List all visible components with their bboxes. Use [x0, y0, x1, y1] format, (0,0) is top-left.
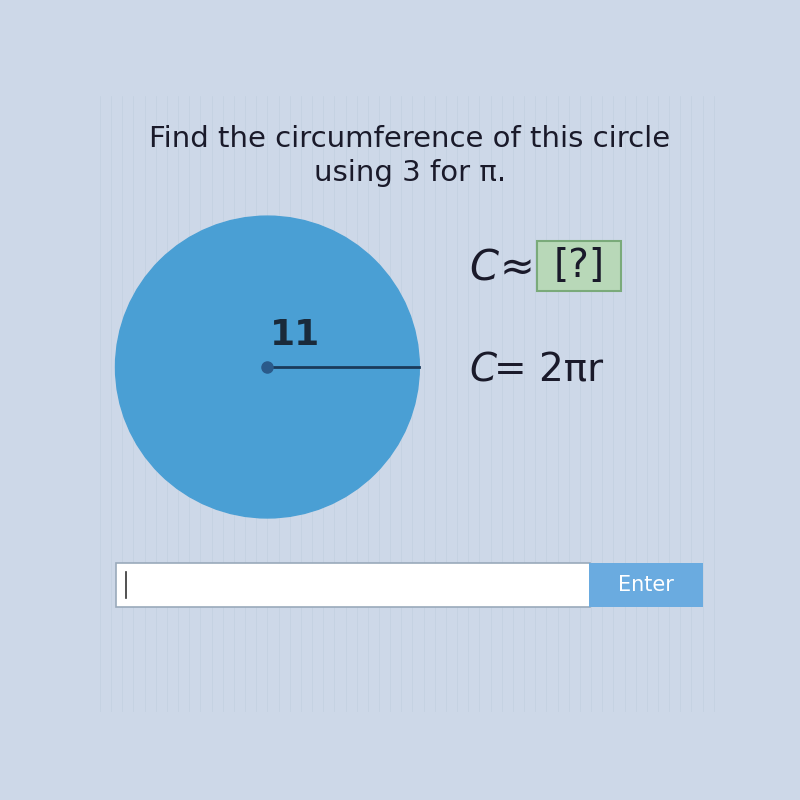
Text: ≈: ≈ [500, 247, 534, 290]
Text: C: C [469, 351, 496, 389]
Text: Enter: Enter [618, 575, 674, 595]
Text: Find the circumference of this circle: Find the circumference of this circle [150, 125, 670, 153]
Text: 11: 11 [270, 318, 321, 352]
FancyBboxPatch shape [589, 563, 703, 607]
Text: using 3 for π.: using 3 for π. [314, 159, 506, 187]
FancyBboxPatch shape [537, 241, 621, 291]
FancyBboxPatch shape [115, 563, 590, 607]
Text: C: C [469, 247, 498, 290]
Circle shape [115, 216, 419, 518]
Text: = 2πr: = 2πr [494, 351, 603, 389]
Text: [?]: [?] [554, 247, 605, 285]
